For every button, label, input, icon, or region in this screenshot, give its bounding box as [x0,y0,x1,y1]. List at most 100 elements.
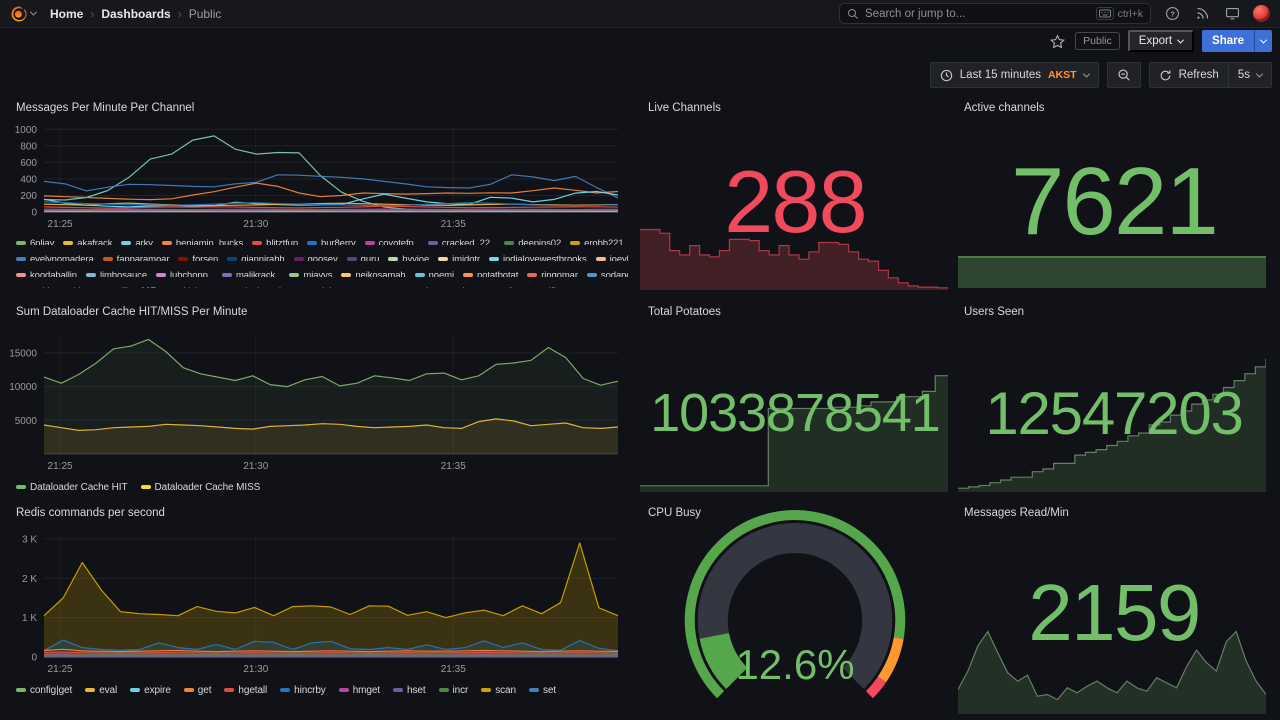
dataloader-chart-legend[interactable]: Dataloader Cache HIT Dataloader Cache MIS… [16,476,628,492]
legend-item[interactable]: noemi [414,270,454,277]
search-input[interactable]: Search or jump to... ctrl+k [839,3,1151,24]
panel-title[interactable]: Live Channels [648,102,721,114]
legend-item[interactable]: winterstarcraft [442,286,514,289]
legend-item[interactable]: coyotefn_ [364,238,419,245]
legend-label: ringomar [541,269,578,278]
refresh-group: Refresh 5s [1148,62,1272,88]
legend-color-mark [221,273,232,277]
legend-item[interactable]: erobb221 [570,238,624,245]
divider [1227,63,1229,87]
svg-text:0: 0 [31,653,37,664]
legend-item[interactable]: get [183,685,211,695]
legend-item[interactable]: malikrack_ [221,270,280,277]
dataloader-cache-chart[interactable]: 5000 10000 15000 21:25 21:30 21:35 [8,326,624,472]
legend-item[interactable]: luhchopp_ [156,270,213,277]
grafana-logo[interactable] [10,5,38,23]
legend-item[interactable]: wes [351,286,382,289]
legend-item[interactable]: blitztfup [252,238,298,245]
legend-label: potatbotat [476,269,519,278]
time-range-picker[interactable]: Last 15 minutes AKST [929,62,1099,88]
share-menu-button[interactable] [1254,30,1272,52]
legend-label: deepins02 [518,237,562,246]
breadcrumb-dashboards[interactable]: Dashboards [101,6,171,21]
legend-item[interactable]: stableronaldo [16,286,86,289]
legend-item[interactable]: akafrack [63,238,112,245]
kiosk-monitor-icon[interactable] [1223,5,1241,23]
svg-text:1 K: 1 K [22,613,37,624]
legend-item[interactable]: limbosauce [85,270,147,277]
messages-per-minute-chart[interactable]: 0 200 400 600 800 1000 21:25 21:30 21:35 [8,118,624,230]
panel-title[interactable]: Users Seen [964,306,1025,318]
legend-row: config|get eval expire get hgetall hincrby hmg… [16,679,628,695]
legend-item[interactable]: imjdotr [438,254,480,261]
legend-item[interactable]: hyyjoe [388,254,429,261]
redis-commands-chart[interactable]: 0 1 K 2 K 3 K 21:25 21:30 21:35 [8,527,624,675]
legend-item[interactable]: set [528,685,556,695]
legend-item[interactable]: wardejqa [290,286,342,289]
legend-item[interactable]: vkielu [165,286,203,289]
legend-item[interactable]: fapparamoar [102,253,170,262]
legend-item[interactable]: mjayvs [289,270,332,277]
share-label[interactable]: Share [1202,30,1254,52]
legend-item[interactable]: evelynomadera [16,254,94,261]
legend-item[interactable]: Dataloader Cache MISS [140,482,260,492]
legend-item[interactable]: arky [121,238,153,245]
panel-title[interactable]: Sum Dataloader Cache HIT/MISS Per Minute [16,306,248,318]
legend-item[interactable]: hgetall [224,684,268,696]
panel-title[interactable]: Messages Read/Min [964,507,1069,519]
active-channels-sparkline [958,255,1266,288]
legend-item[interactable]: incr [438,685,468,695]
legend-item[interactable]: eval [85,685,117,695]
legend-item[interactable]: goosey [293,254,338,261]
legend-color-mark [121,241,132,245]
legend-item[interactable]: potatbotat [462,269,519,278]
legend-item[interactable]: neikosamah [341,270,406,277]
legend-item[interactable]: hincrby [280,685,326,695]
legend-item[interactable]: waydesboard [212,286,282,289]
legend-item[interactable]: hmget [338,685,380,695]
panel-title[interactable]: Active channels [964,102,1045,114]
export-button[interactable]: Export [1127,30,1195,52]
legend-item[interactable]: bur8erry [307,238,356,245]
legend-item[interactable]: config|get [16,685,72,695]
legend-label: fapparamoar [116,253,170,262]
user-avatar[interactable] [1253,5,1270,22]
refresh-icon [1160,69,1170,80]
legend-item[interactable]: cracked_22_ [427,238,495,245]
help-icon[interactable]: ? [1163,5,1181,23]
legend-item[interactable]: wolfiu [523,286,561,289]
legend-item[interactable]: hset [393,685,426,695]
panel-title[interactable]: Total Potatoes [648,306,721,318]
legend-item[interactable]: guru [346,254,379,261]
share-button[interactable]: Share [1202,30,1272,52]
refresh-interval-picker[interactable]: 5s [1229,63,1271,87]
redis-chart-legend[interactable]: config|get eval expire get hgetall hincrby hmg… [16,679,628,697]
panel-title[interactable]: Messages Per Minute Per Channel [16,102,195,114]
legend-label: hgetall [238,684,268,696]
legend-item[interactable]: expire [130,685,171,695]
legend-color-mark [462,273,473,277]
legend-item[interactable]: scan [481,685,516,695]
news-rss-icon[interactable] [1193,5,1211,23]
messages-chart-legend[interactable]: 6pljay akafrack arky benjamin_bucks blitztfu… [16,232,628,288]
panel-title[interactable]: CPU Busy [648,507,702,519]
legend-item[interactable]: joeykaotyk [595,254,628,261]
legend-item[interactable]: indialovewestbrooks [488,254,587,261]
breadcrumb-home[interactable]: Home [50,6,84,21]
legend-item[interactable]: Dataloader Cache HIT [16,482,128,492]
legend-item[interactable]: deepins02 [504,237,562,246]
refresh-button[interactable]: Refresh [1150,63,1228,87]
zoom-out-time-button[interactable] [1106,62,1141,88]
legend-item[interactable]: 6pljay [16,238,54,245]
legend-item[interactable]: vadikus007 [95,286,156,289]
legend-item[interactable]: wexqiy [390,286,433,289]
legend-item[interactable]: benjamin_bucks [161,238,243,245]
legend-item[interactable]: giannirahh [227,254,285,261]
star-button[interactable] [1048,32,1067,51]
legend-color-mark [63,241,74,245]
legend-item[interactable]: forsen [178,254,218,261]
legend-item[interactable]: koodaballin [16,270,77,277]
panel-title[interactable]: Redis commands per second [16,507,165,519]
legend-item[interactable]: sodapoppin [586,270,628,277]
legend-item[interactable]: ringomar [527,269,578,278]
